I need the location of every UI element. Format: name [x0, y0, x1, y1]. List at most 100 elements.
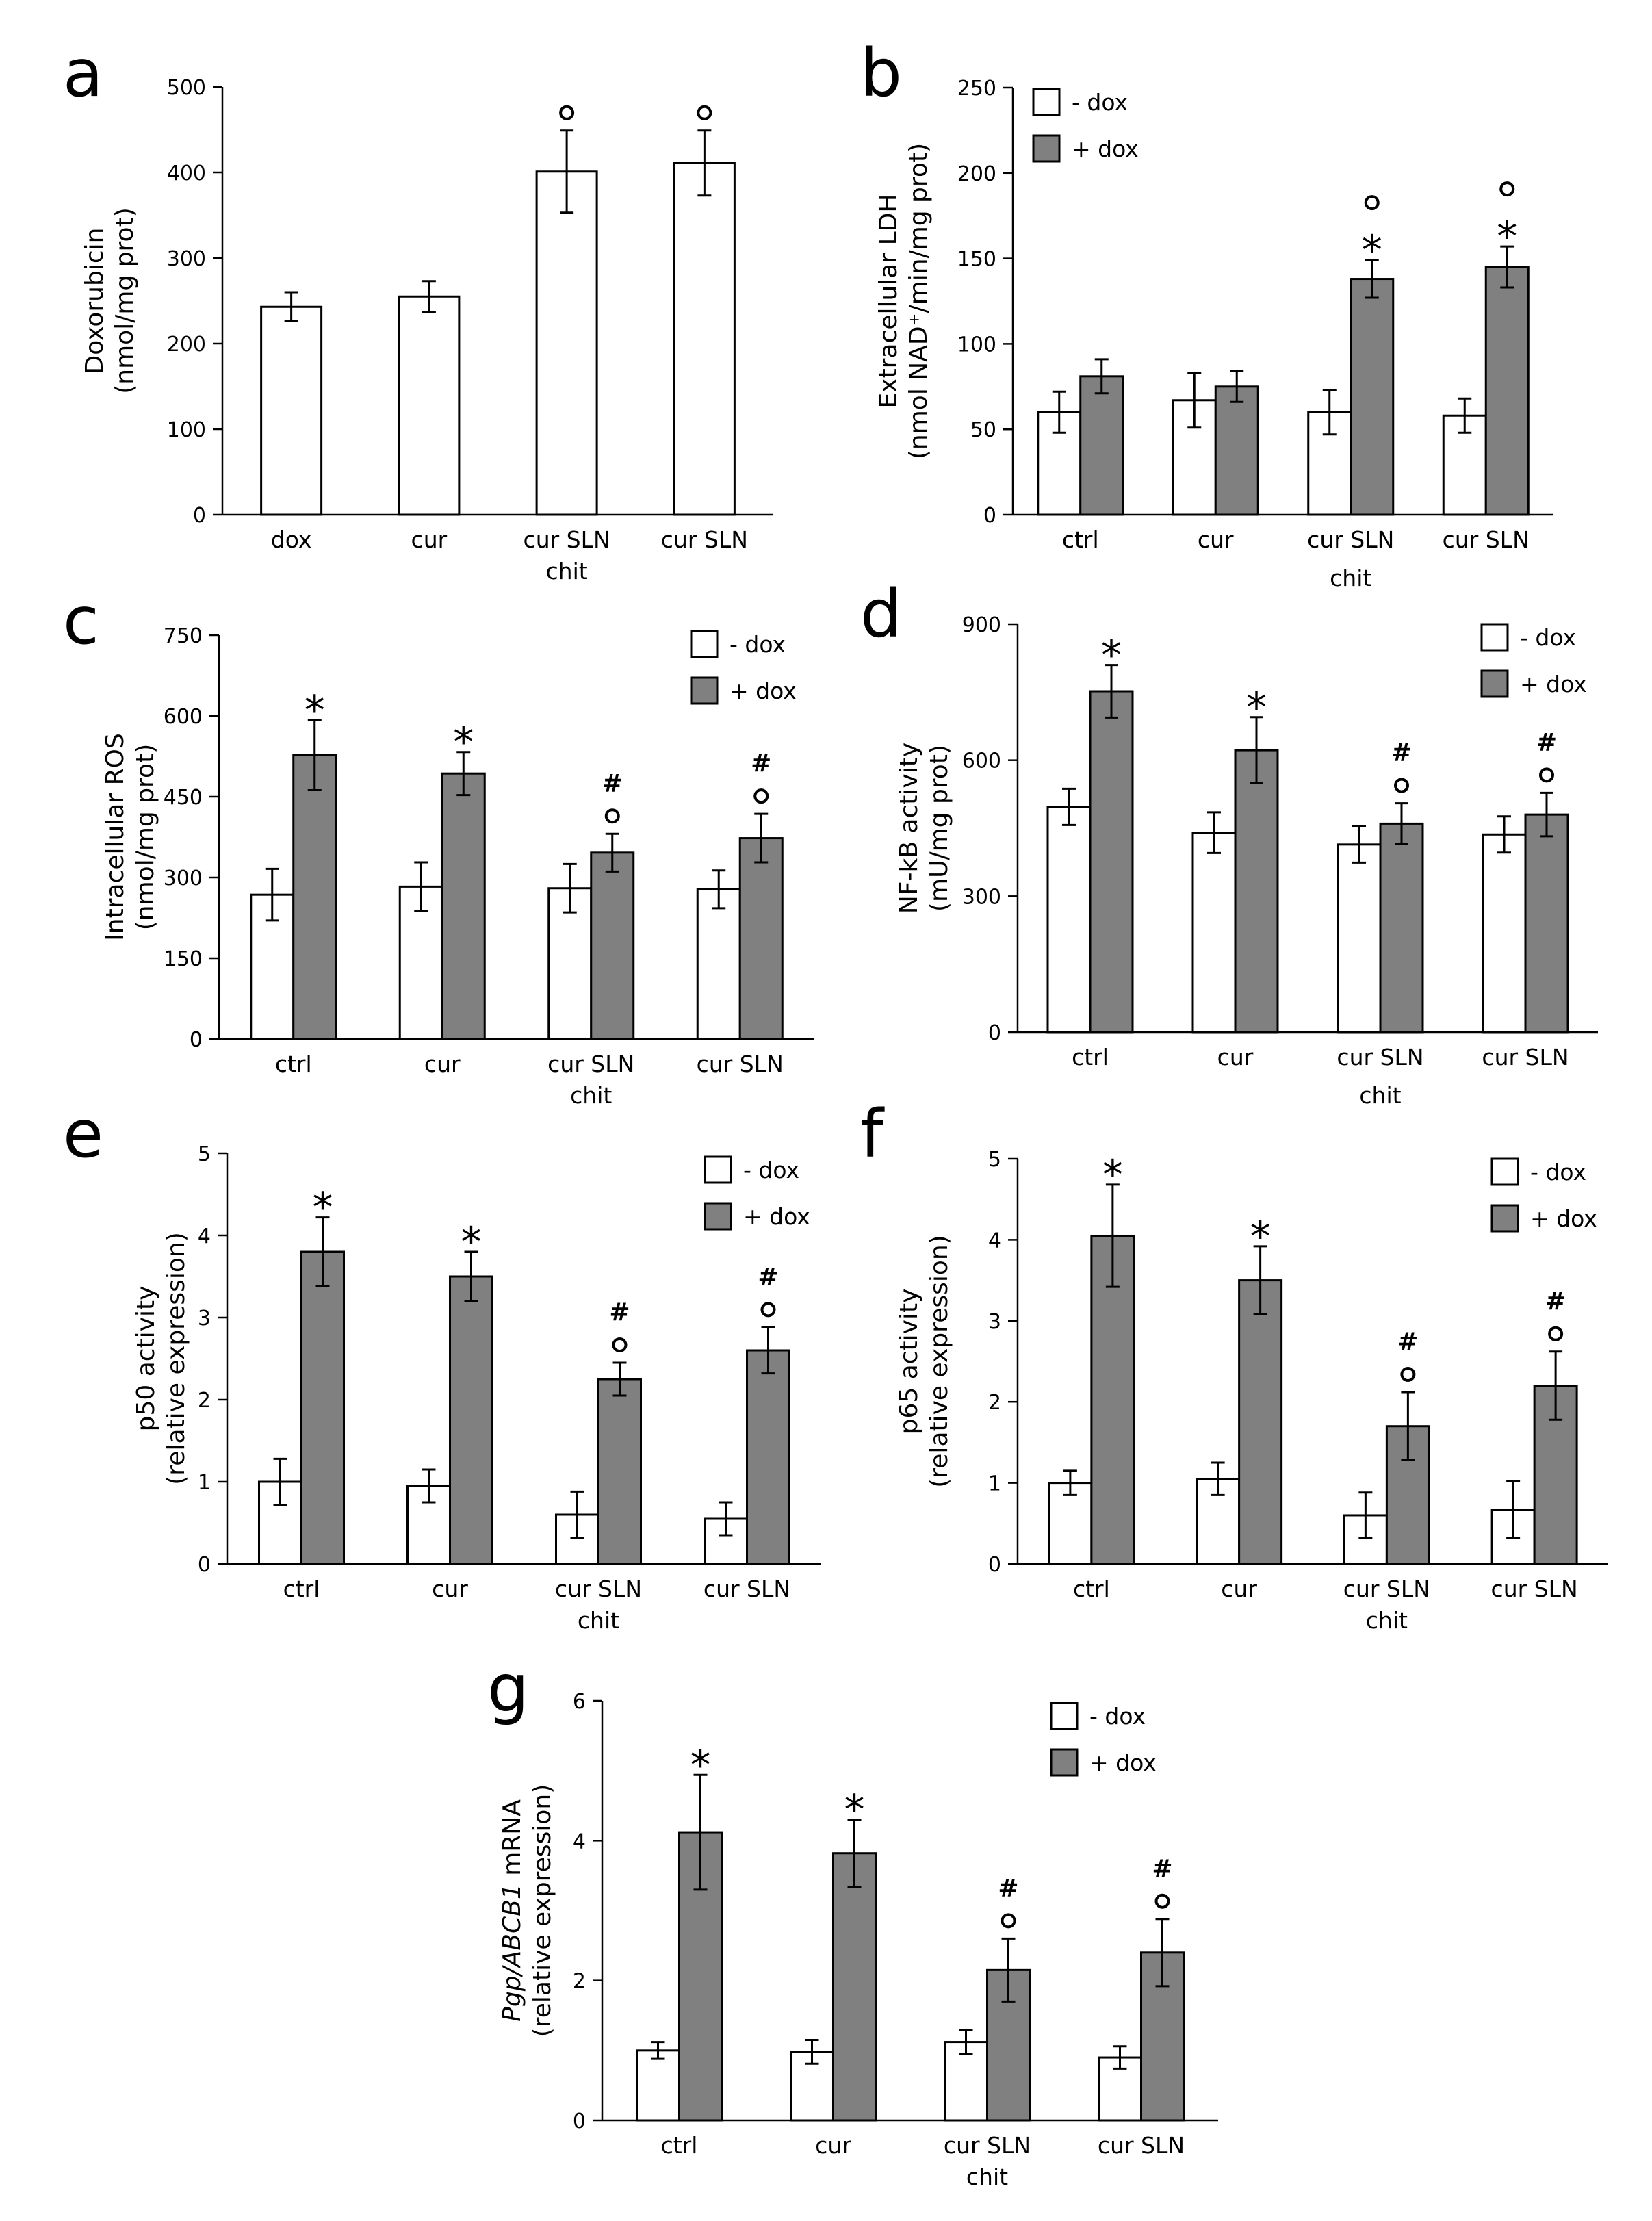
legend-label: + dox	[1072, 136, 1139, 162]
y-tick-label: 900	[962, 613, 1001, 637]
y-axis-label: (relative expression)	[925, 1235, 953, 1488]
y-tick-label: 0	[988, 1021, 1001, 1045]
y-tick-label: 0	[193, 504, 206, 528]
significance-circle	[753, 788, 769, 804]
significance-asterisk: *	[453, 719, 474, 767]
y-axis-label: Pgp/ABCB1 mRNA	[498, 1799, 526, 2022]
panel-letter: c	[63, 582, 99, 659]
y-tick-label: 4	[198, 1224, 211, 1248]
x-category-label: ctrl	[661, 2132, 698, 2159]
x-category-label: chit	[546, 558, 588, 585]
x-category-label: cur SLN	[1098, 2132, 1185, 2159]
bar-plus-dox	[1234, 749, 1279, 1034]
bar-plus-dox	[1379, 822, 1424, 1034]
significance-asterisk: *	[461, 1218, 482, 1266]
bar-minus-dox	[696, 888, 741, 1040]
x-category-label: ctrl	[275, 1051, 312, 1077]
significance-asterisk: *	[1101, 632, 1122, 680]
x-category-label: cur	[432, 1576, 468, 1602]
x-category-label: cur	[1217, 1044, 1254, 1070]
x-category-label: cur SLN	[1307, 526, 1394, 553]
y-tick-label: 4	[988, 1229, 1001, 1253]
significance-asterisk: *	[313, 1184, 333, 1232]
y-axis-label: (relative expression)	[528, 1784, 556, 2038]
legend-label: - dox	[1520, 624, 1576, 651]
significance-asterisk: *	[305, 686, 325, 734]
panel-letter: b	[860, 35, 902, 112]
y-tick-label: 2	[198, 1389, 211, 1413]
legend-swatch	[1480, 669, 1509, 698]
bar-plus-dox	[1238, 1279, 1283, 1565]
x-category-label: cur SLN	[1343, 1576, 1430, 1602]
y-tick-label: 0	[573, 2109, 586, 2133]
y-tick-label: 0	[983, 504, 996, 528]
x-category-label: cur SLN	[661, 526, 748, 553]
y-axis-label: Extracellular LDH	[875, 194, 903, 409]
legend-label: - dox	[730, 631, 786, 658]
y-tick-label: 5	[988, 1148, 1001, 1172]
significance-circle	[1364, 195, 1380, 211]
y-tick-label: 200	[957, 162, 996, 186]
y-tick-label: 5	[198, 1142, 211, 1166]
y-axis-label: (nmol/mg prot)	[131, 744, 159, 931]
x-category-label: cur	[424, 1051, 461, 1077]
y-tick-label: 0	[198, 1553, 211, 1577]
x-category-label: ctrl	[1073, 1576, 1110, 1602]
significance-asterisk: *	[1362, 227, 1382, 274]
legend-swatch	[690, 676, 719, 705]
legend-swatch	[1050, 1702, 1079, 1730]
legend-label: + dox	[730, 678, 797, 704]
legend-swatch	[690, 630, 719, 658]
panel-letter: d	[860, 576, 902, 652]
x-group-label: chit	[1330, 565, 1371, 591]
x-category-label: ctrl	[1062, 526, 1099, 553]
significance-asterisk: *	[1102, 1151, 1123, 1199]
x-category-label: cur SLN	[1491, 1576, 1578, 1602]
significance-asterisk: *	[691, 1741, 711, 1789]
significance-asterisk: *	[1246, 684, 1267, 732]
bar-minus-dox	[535, 170, 598, 516]
significance-circle	[1499, 181, 1515, 197]
x-category-label: ctrl	[283, 1576, 320, 1602]
significance-circle	[612, 1337, 628, 1352]
legend-label: - dox	[1072, 89, 1128, 116]
significance-hash: #	[1152, 1855, 1172, 1883]
y-tick-label: 50	[970, 418, 996, 442]
significance-circle	[1001, 1913, 1016, 1929]
bar-plus-dox	[597, 1378, 642, 1565]
x-category-label: chit	[570, 1082, 612, 1109]
bar-plus-dox	[300, 1250, 345, 1565]
legend-swatch	[1480, 623, 1509, 652]
y-tick-label: 500	[167, 76, 206, 100]
panel-d: d NF-kB activity (mU/mg prot) 0 300 600 900 * * #…	[860, 576, 1598, 1109]
x-category-label: ctrl	[1072, 1044, 1109, 1070]
legend-swatch	[1032, 134, 1061, 163]
y-axis-label: (nmol NAD⁺/min/mg prot)	[905, 143, 933, 459]
y-tick-label: 750	[164, 624, 203, 648]
y-axis-label: p50 activity	[132, 1286, 160, 1432]
legend-swatch	[1050, 1748, 1079, 1777]
y-tick-label: 2	[573, 1970, 586, 1994]
x-category-label: cur SLN	[1443, 526, 1530, 553]
significance-hash: #	[609, 1298, 630, 1326]
significance-hash: #	[1391, 739, 1412, 767]
legend-label: + dox	[743, 1203, 810, 1230]
y-axis-label: NF-kB activity	[895, 743, 923, 914]
significance-asterisk: *	[1497, 213, 1517, 261]
bar-plus-dox	[1090, 1234, 1135, 1565]
y-axis-label-rest: mRNA	[498, 1799, 526, 1884]
bar-minus-dox	[673, 162, 736, 516]
bar-plus-dox	[746, 1349, 790, 1565]
y-axis-label: (relative expression)	[162, 1232, 190, 1485]
panel-letter: a	[63, 35, 103, 112]
bar-plus-dox	[738, 837, 784, 1040]
y-tick-label: 0	[988, 1553, 1001, 1577]
significance-circle	[559, 105, 575, 120]
y-axis-label: p65 activity	[895, 1289, 923, 1435]
y-tick-label: 100	[957, 333, 996, 357]
panel-b: b Extracellular LDH (nmol NAD⁺/min/mg prot…	[860, 35, 1553, 591]
x-category-label: cur	[1221, 1576, 1257, 1602]
bar-minus-dox	[944, 2041, 988, 2122]
y-tick-label: 2	[988, 1391, 1001, 1415]
panel-c: c Intracellular ROS (nmol/mg prot) 0 150 300 4…	[63, 582, 814, 1109]
